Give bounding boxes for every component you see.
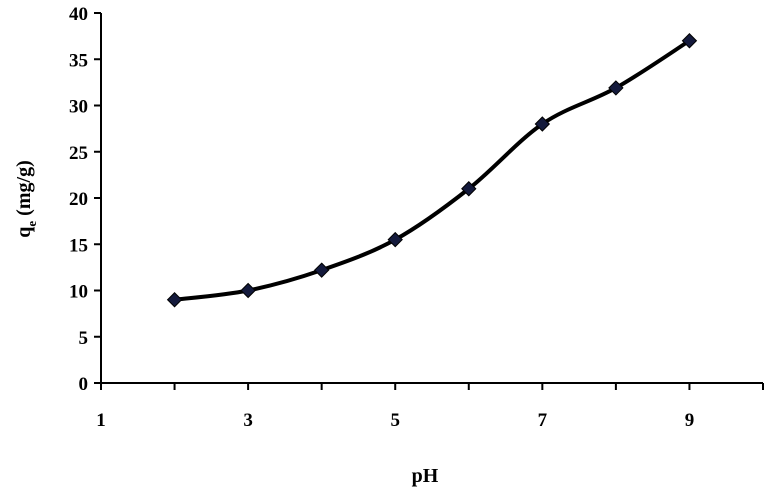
y-tick-label: 40 [69, 4, 88, 25]
x-tick-label: 1 [96, 410, 106, 431]
x-tick-label: 7 [538, 410, 548, 431]
x-tick-label: 5 [390, 410, 400, 431]
data-point-marker [313, 262, 330, 278]
x-tick-label: 3 [243, 410, 253, 431]
x-axis-title: pH [412, 465, 439, 487]
y-axis-title-main: q [13, 227, 35, 238]
y-tick-label: 25 [69, 143, 88, 164]
y-axis-ticks: 0 5 10 15 20 25 30 35 40 [69, 4, 101, 395]
data-point-marker [387, 231, 403, 248]
data-point-marker [681, 33, 698, 49]
data-point-marker [534, 116, 551, 132]
y-axis-title: qe (mg/g) [13, 160, 39, 237]
data-point-marker [461, 181, 477, 197]
y-tick-label: 20 [69, 189, 88, 210]
x-tick-label: 9 [685, 410, 695, 431]
y-tick-label: 10 [69, 282, 88, 303]
data-point-marker [166, 292, 183, 308]
series-line [172, 38, 692, 302]
x-axis-ticks: 1 3 5 7 9 [96, 383, 764, 431]
data-point-marker [240, 282, 256, 299]
data-point-marker [608, 80, 624, 96]
y-axis-title-subscript: e [24, 221, 39, 227]
y-tick-label: 30 [69, 97, 88, 118]
y-axis-title-unit: (mg/g) [13, 160, 35, 221]
y-tick-label: 35 [69, 50, 88, 71]
series-markers [166, 33, 698, 308]
y-tick-label: 15 [69, 235, 88, 256]
y-tick-label: 0 [79, 374, 89, 395]
y-tick-label: 5 [79, 328, 89, 349]
